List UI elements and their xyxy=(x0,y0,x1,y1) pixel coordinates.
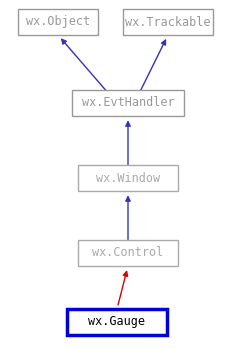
Text: wx.Control: wx.Control xyxy=(92,246,164,260)
Text: wx.EvtHandler: wx.EvtHandler xyxy=(82,97,174,110)
FancyBboxPatch shape xyxy=(18,9,98,35)
Text: wx.Window: wx.Window xyxy=(96,171,160,185)
FancyBboxPatch shape xyxy=(67,309,167,335)
FancyBboxPatch shape xyxy=(72,90,184,116)
Text: wx.Trackable: wx.Trackable xyxy=(125,15,211,29)
FancyBboxPatch shape xyxy=(78,240,178,266)
FancyBboxPatch shape xyxy=(78,165,178,191)
Text: wx.Object: wx.Object xyxy=(26,15,90,29)
Text: wx.Gauge: wx.Gauge xyxy=(88,315,146,328)
FancyBboxPatch shape xyxy=(123,9,213,35)
